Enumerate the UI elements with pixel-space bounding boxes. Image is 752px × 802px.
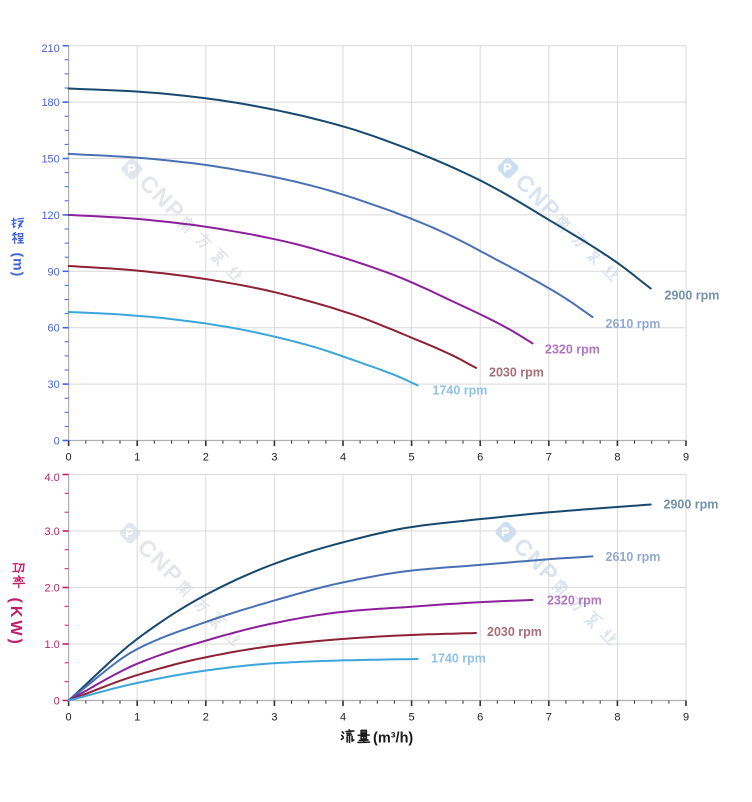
svg-text:3.0: 3.0: [45, 526, 60, 538]
svg-text:6: 6: [477, 712, 483, 724]
svg-text:2900 rpm: 2900 rpm: [665, 289, 720, 303]
svg-text:9: 9: [683, 712, 689, 724]
svg-text:2: 2: [203, 452, 209, 464]
svg-text:4: 4: [340, 452, 346, 464]
svg-text:1740 rpm: 1740 rpm: [431, 652, 486, 666]
svg-text:2030 rpm: 2030 rpm: [489, 366, 544, 380]
svg-text:6: 6: [477, 452, 483, 464]
svg-text:9: 9: [683, 452, 689, 464]
svg-text:4.0: 4.0: [45, 472, 60, 484]
svg-text:0: 0: [66, 452, 72, 464]
svg-text:(KW): (KW): [7, 598, 24, 647]
svg-text:2610 rpm: 2610 rpm: [606, 317, 661, 331]
svg-text:8: 8: [614, 712, 620, 724]
svg-text:3: 3: [271, 712, 277, 724]
svg-text:180: 180: [41, 97, 59, 109]
svg-text:4: 4: [340, 712, 346, 724]
svg-text:2610 rpm: 2610 rpm: [606, 550, 661, 564]
svg-text:150: 150: [41, 154, 59, 166]
svg-text:60: 60: [48, 323, 60, 335]
svg-text:5: 5: [409, 452, 415, 464]
svg-text:1: 1: [134, 452, 140, 464]
svg-text:2: 2: [203, 712, 209, 724]
svg-text:(m): (m): [11, 253, 27, 278]
svg-text:8: 8: [614, 452, 620, 464]
svg-text:3: 3: [271, 452, 277, 464]
svg-text:7: 7: [546, 712, 552, 724]
svg-text:7: 7: [546, 452, 552, 464]
svg-text:0: 0: [54, 436, 60, 448]
svg-text:2900 rpm: 2900 rpm: [664, 498, 719, 512]
svg-text:1.0: 1.0: [45, 639, 60, 651]
svg-text:120: 120: [41, 210, 59, 222]
svg-text:0: 0: [66, 712, 72, 724]
svg-text:210: 210: [41, 43, 59, 55]
svg-text:0: 0: [54, 696, 60, 708]
svg-text:30: 30: [48, 379, 60, 391]
svg-text:5: 5: [409, 712, 415, 724]
svg-text:2030 rpm: 2030 rpm: [487, 625, 542, 639]
svg-text:90: 90: [48, 266, 60, 278]
svg-text:1: 1: [134, 712, 140, 724]
svg-text:(m³/h): (m³/h): [373, 731, 413, 747]
svg-text:2320 rpm: 2320 rpm: [545, 343, 600, 357]
svg-text:2320 rpm: 2320 rpm: [547, 594, 602, 608]
svg-text:1740 rpm: 1740 rpm: [433, 384, 488, 398]
svg-text:2.0: 2.0: [45, 583, 60, 595]
